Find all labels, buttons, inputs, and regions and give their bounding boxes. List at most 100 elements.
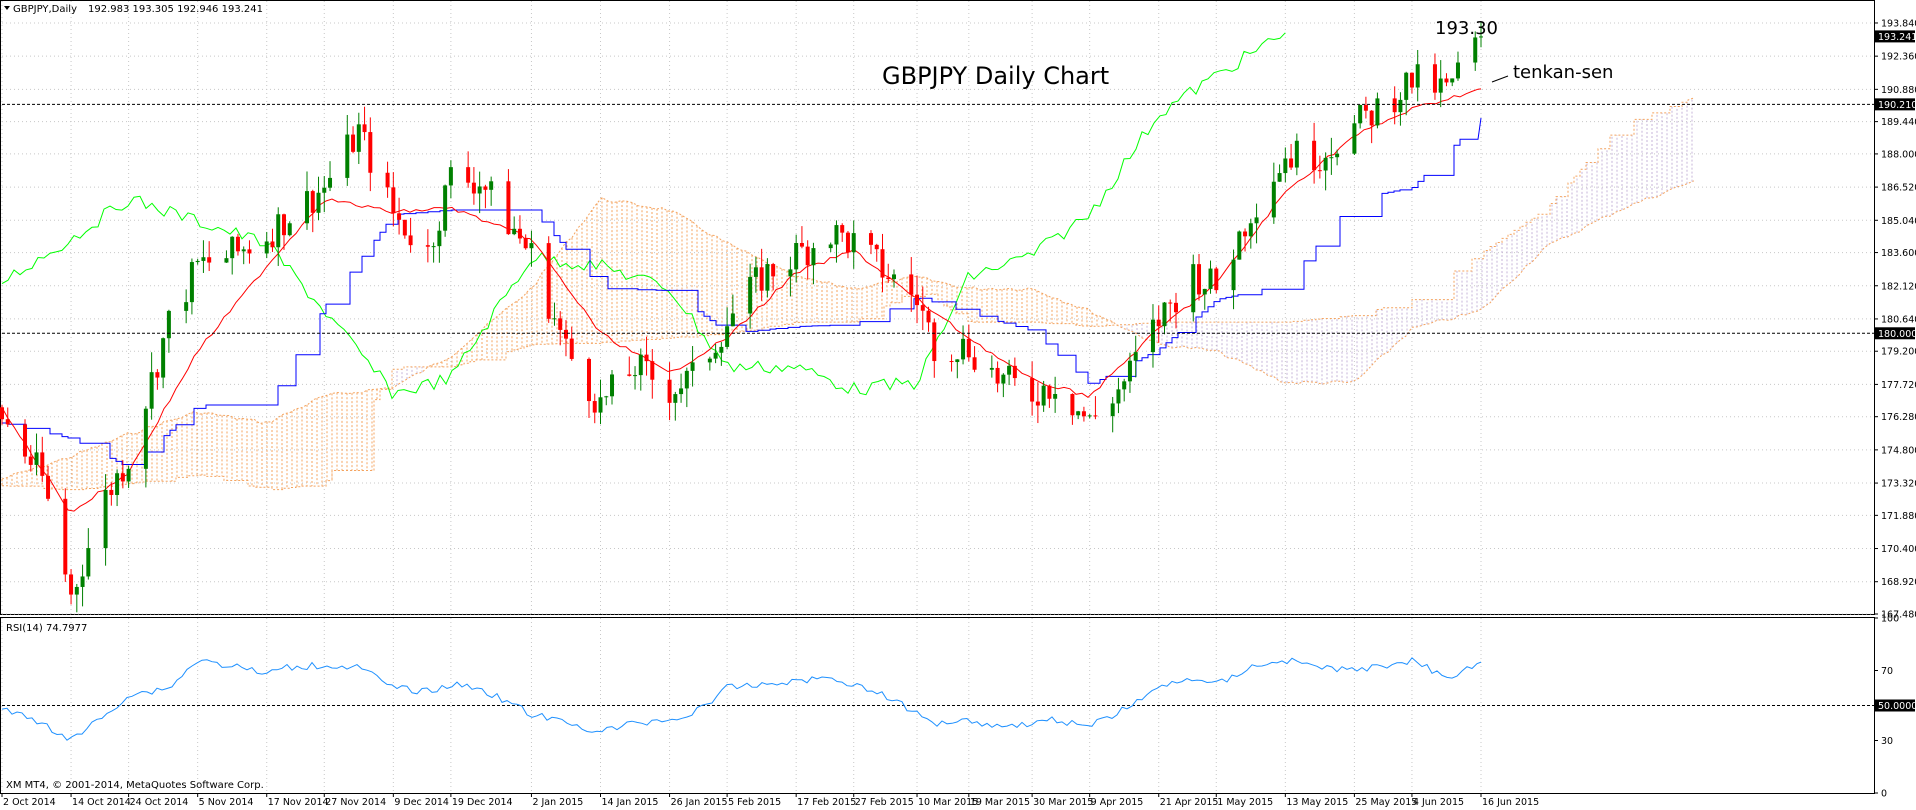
candle-body (1070, 393, 1075, 416)
candle-body (730, 313, 735, 327)
y-tick-label: 173.320 (1881, 479, 1916, 490)
rsi-tick-label: 30 (1881, 736, 1893, 747)
y-tick-label: 168.920 (1881, 577, 1916, 588)
candle-body (1162, 302, 1167, 327)
candle-body (247, 249, 252, 254)
rsi-indicator-label: RSI(14) 74.7977 (6, 623, 87, 634)
candle-body (604, 396, 609, 398)
kijun-sen-line (2, 117, 1482, 465)
candle-body (1323, 157, 1328, 171)
candle-body (362, 124, 367, 133)
candle-body (276, 214, 281, 248)
price-level-label: 180.000 (1878, 329, 1916, 340)
candle-body (397, 213, 402, 220)
y-tick-label: 176.280 (1881, 412, 1916, 423)
candle-body (1110, 403, 1115, 417)
x-tick-label: 4 Jun 2015 (1413, 797, 1464, 808)
x-tick-label: 17 Nov 2014 (268, 797, 329, 808)
candle-body (972, 357, 977, 370)
axes: 193.840 192.360 190.880 189.440 188.000 186.5… (1, 18, 1916, 808)
symbol-label: GBPJPY,Daily (13, 4, 77, 15)
candle-body (264, 241, 269, 254)
candle-body (1404, 72, 1409, 100)
candle-body (610, 374, 615, 397)
x-tick-label: 16 Jun 2015 (1482, 797, 1539, 808)
candle-body (926, 310, 931, 323)
candle-body (224, 258, 229, 263)
candlesticks (0, 22, 1483, 613)
current-price-label: 193.241 (1878, 32, 1916, 43)
candle-body (477, 186, 482, 194)
candle-body (120, 473, 125, 482)
candle-body (1007, 365, 1012, 375)
candle-body (235, 236, 240, 252)
candle-body (1329, 157, 1334, 159)
candle-body (1243, 231, 1248, 237)
candle-body (874, 244, 879, 250)
candle-body (644, 354, 649, 362)
y-tick-label: 183.600 (1881, 248, 1916, 259)
grid-layer (1, 1, 1874, 793)
annotation-pointer (1491, 75, 1509, 83)
candle-body (385, 172, 390, 188)
price-level-tag (1875, 98, 1915, 111)
chikou-span-line (1, 32, 1286, 400)
candle-body (1277, 173, 1282, 182)
candle-body (126, 468, 131, 482)
candle-body (1363, 105, 1368, 111)
candle-body (1398, 99, 1403, 113)
candle-body (1312, 140, 1317, 171)
candle-body (1254, 217, 1259, 224)
candle-body (368, 132, 373, 173)
x-tick-label: 27 Feb 2015 (855, 797, 914, 808)
x-tick-label: 17 Feb 2015 (797, 797, 856, 808)
candle-body (834, 225, 839, 245)
candle-body (425, 245, 430, 247)
candle-body (529, 243, 534, 249)
candle-body (115, 473, 120, 495)
candle-body (955, 359, 960, 363)
candle-body (23, 424, 28, 457)
candle-body (811, 248, 816, 266)
x-tick-label: 24 Oct 2014 (130, 797, 189, 808)
candle-body (995, 367, 1000, 384)
dropdown-arrow-icon[interactable] (4, 6, 10, 10)
main-chart-frame (0, 0, 1875, 615)
candle-body (161, 338, 166, 378)
y-tick-label: 174.800 (1881, 445, 1916, 456)
candle-body (270, 241, 275, 248)
candle-body (851, 233, 856, 253)
candle-body (638, 354, 643, 376)
candle-body (431, 246, 436, 248)
chart-title: GBPJPY Daily Chart (882, 62, 1109, 90)
candle-body (1237, 231, 1242, 260)
candle-body (1455, 62, 1460, 79)
candle-body (1450, 78, 1455, 83)
candle-body (1197, 264, 1202, 295)
candle-body (287, 223, 292, 236)
candle-body (1208, 268, 1213, 289)
candle-body (1438, 78, 1443, 93)
y-tick-label: 179.200 (1881, 347, 1916, 358)
candle-body (523, 238, 528, 249)
x-tick-label: 9 Dec 2014 (394, 797, 449, 808)
candle-body (868, 233, 873, 245)
candle-body (40, 452, 45, 476)
candle-body (28, 456, 33, 465)
candle-body (1369, 110, 1374, 126)
candle-body (483, 186, 488, 190)
candle-body (1087, 415, 1092, 417)
candle-body (1035, 401, 1040, 406)
candle-body (1392, 98, 1397, 113)
candle-body (799, 243, 804, 247)
candle-body (1473, 37, 1478, 63)
price-levels: 190.210 180.000 193.241 (2, 30, 1916, 340)
candle-body (1012, 365, 1017, 379)
rsi-level-tag (1875, 699, 1915, 712)
x-tick-label: 2 Oct 2014 (3, 797, 56, 808)
y-tick-label: 171.880 (1881, 511, 1916, 522)
candle-body (1352, 123, 1357, 154)
candle-body (310, 191, 315, 213)
candle-body (719, 346, 724, 353)
